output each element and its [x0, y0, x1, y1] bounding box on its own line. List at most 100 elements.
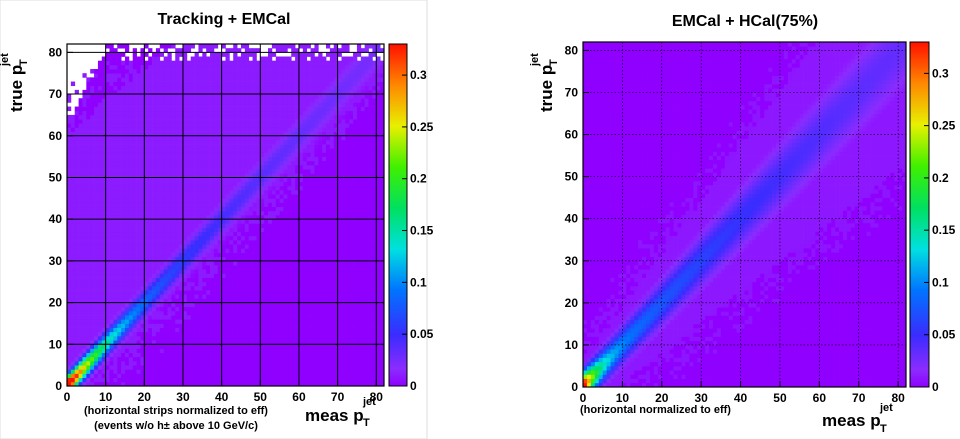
heatmap-cell: [326, 177, 331, 182]
heatmap-cell: [364, 202, 369, 208]
heatmap-cell: [105, 331, 110, 337]
heatmap-cell: [264, 344, 269, 349]
heatmap-cell: [163, 294, 168, 299]
heatmap-cell: [279, 319, 284, 324]
heatmap-cell: [318, 139, 323, 145]
heatmap-cell: [182, 156, 188, 162]
heatmap-cell: [310, 215, 315, 220]
heatmap-cell: [349, 352, 354, 358]
heatmap-cell: [206, 240, 211, 245]
heatmap-cell: [86, 252, 91, 258]
heatmap-cell: [244, 356, 250, 362]
heatmap-cell: [372, 323, 377, 328]
heatmap-cell: [229, 144, 234, 149]
heatmap-cell: [82, 277, 87, 283]
heatmap-cell: [225, 285, 230, 291]
heatmap-cell: [202, 139, 207, 145]
heatmap-cell: [326, 131, 331, 137]
heatmap-cell: [275, 164, 280, 170]
heatmap-cell: [314, 219, 319, 224]
heatmap-cell: [233, 131, 238, 137]
heatmap-cell: [345, 152, 350, 157]
heatmap-cell: [124, 215, 130, 220]
heatmap-cell: [268, 294, 273, 299]
heatmap-cell: [356, 323, 362, 328]
heatmap-cell: [337, 252, 342, 258]
heatmap-cell: [356, 327, 362, 333]
heatmap-cell: [163, 169, 168, 174]
heatmap-cell: [94, 281, 99, 287]
heatmap-cell: [101, 335, 107, 341]
heatmap-cell: [279, 219, 284, 224]
heatmap-cell: [295, 185, 300, 191]
heatmap-cell: [86, 189, 91, 195]
heatmap-cell: [360, 160, 366, 166]
heatmap-cell: [225, 381, 230, 387]
heatmap-cell: [101, 377, 107, 383]
heatmap-cell: [264, 215, 269, 220]
heatmap-cell: [217, 148, 222, 153]
heatmap-cell: [67, 327, 72, 333]
heatmap-cell: [271, 281, 277, 287]
heatmap-cell: [213, 360, 219, 366]
heatmap-cell: [175, 319, 180, 324]
heatmap-cell: [237, 148, 242, 153]
heatmap-cell: [256, 173, 261, 178]
heatmap-cell: [210, 185, 215, 191]
heatmap-cell: [244, 244, 250, 249]
heatmap-cell: [271, 302, 277, 308]
heatmap-cell: [264, 156, 269, 162]
heatmap-cell: [318, 185, 323, 191]
heatmap-cell: [182, 348, 188, 353]
heatmap-cell: [306, 356, 311, 362]
heatmap-cell: [345, 223, 350, 228]
heatmap-cell: [376, 331, 381, 337]
heatmap-cell: [194, 294, 199, 299]
heatmap-cell: [233, 169, 238, 174]
heatmap-cell: [248, 202, 253, 208]
heatmap-cell: [82, 252, 87, 258]
heatmap-cell: [159, 319, 164, 324]
heatmap-cell: [148, 285, 153, 291]
heatmap-cell: [132, 352, 137, 358]
heatmap-cell: [113, 244, 118, 249]
heatmap-cell: [105, 135, 110, 141]
heatmap-cell: [225, 365, 230, 370]
heatmap-cell: [202, 252, 207, 258]
heatmap-cell: [101, 302, 107, 308]
heatmap-cell: [175, 215, 180, 220]
heatmap-cell: [155, 206, 161, 212]
heatmap-cell: [167, 223, 172, 228]
heatmap-cell: [186, 231, 192, 237]
heatmap-cell: [380, 160, 385, 166]
heatmap-cell: [295, 231, 300, 237]
heatmap-cell: [117, 156, 122, 162]
heatmap-cell: [268, 281, 273, 287]
heatmap-cell: [329, 164, 335, 170]
heatmap-cell: [97, 340, 103, 345]
heatmap-cell: [105, 189, 110, 195]
heatmap-cell: [244, 369, 250, 374]
heatmap-cell: [175, 302, 180, 308]
heatmap-cell: [291, 265, 296, 270]
heatmap-cell: [260, 173, 265, 178]
heatmap-cell: [248, 219, 253, 224]
heatmap-cell: [326, 352, 331, 358]
heatmap-cell: [152, 298, 157, 303]
heatmap-cell: [322, 335, 327, 341]
heatmap-cell: [94, 360, 99, 366]
heatmap-cell: [364, 344, 369, 349]
heatmap-cell: [368, 260, 373, 266]
heatmap-cell: [244, 152, 250, 157]
heatmap-cell: [271, 240, 277, 245]
heatmap-cell: [198, 185, 203, 191]
heatmap-cell: [159, 340, 164, 345]
heatmap-cell: [287, 177, 292, 182]
heatmap-cell: [167, 160, 172, 166]
heatmap-cell: [360, 306, 366, 312]
heatmap-cell: [360, 319, 366, 324]
heatmap-cell: [86, 331, 91, 337]
heatmap-cell: [256, 319, 261, 324]
heatmap-cell: [298, 269, 304, 274]
heatmap-cell: [275, 160, 280, 166]
